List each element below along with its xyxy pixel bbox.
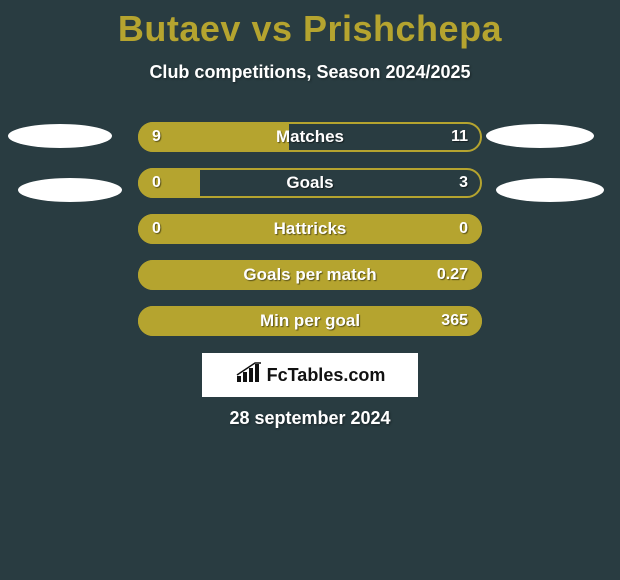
decorative-ellipse-right-mid	[496, 178, 604, 202]
stat-bar: Goals per match0.27	[138, 260, 482, 290]
infographic-root: Butaev vs Prishchepa Club competitions, …	[0, 0, 620, 580]
decorative-ellipse-left-mid	[18, 178, 122, 202]
bar-value-right: 3	[445, 168, 482, 198]
bar-chart-icon	[235, 362, 263, 389]
decorative-ellipse-right-top	[486, 124, 594, 148]
stat-bar: Min per goal365	[138, 306, 482, 336]
comparison-bars: Matches911Goals03Hattricks00Goals per ma…	[138, 122, 482, 352]
brand-text: FcTables.com	[267, 365, 386, 386]
bar-value-right: 0	[445, 214, 482, 244]
date-label: 28 september 2024	[0, 408, 620, 429]
bar-value-left: 9	[138, 122, 175, 152]
subtitle: Club competitions, Season 2024/2025	[0, 62, 620, 83]
page-title: Butaev vs Prishchepa	[0, 0, 620, 50]
bar-value-right: 11	[437, 122, 482, 152]
stat-bar: Goals0 3	[138, 168, 482, 198]
bar-label: Goals	[138, 168, 482, 198]
stat-bar: Matches9 11	[138, 122, 482, 152]
bar-value-left: 0	[138, 214, 175, 244]
bar-value-right: 365	[427, 306, 482, 336]
decorative-ellipse-left-top	[8, 124, 112, 148]
stat-bar: Hattricks0 0	[138, 214, 482, 244]
bar-label: Matches	[138, 122, 482, 152]
bar-value-right: 0.27	[423, 260, 482, 290]
brand-badge: FcTables.com	[202, 353, 418, 397]
bar-value-left: 0	[138, 168, 175, 198]
bar-label: Hattricks	[138, 214, 482, 244]
